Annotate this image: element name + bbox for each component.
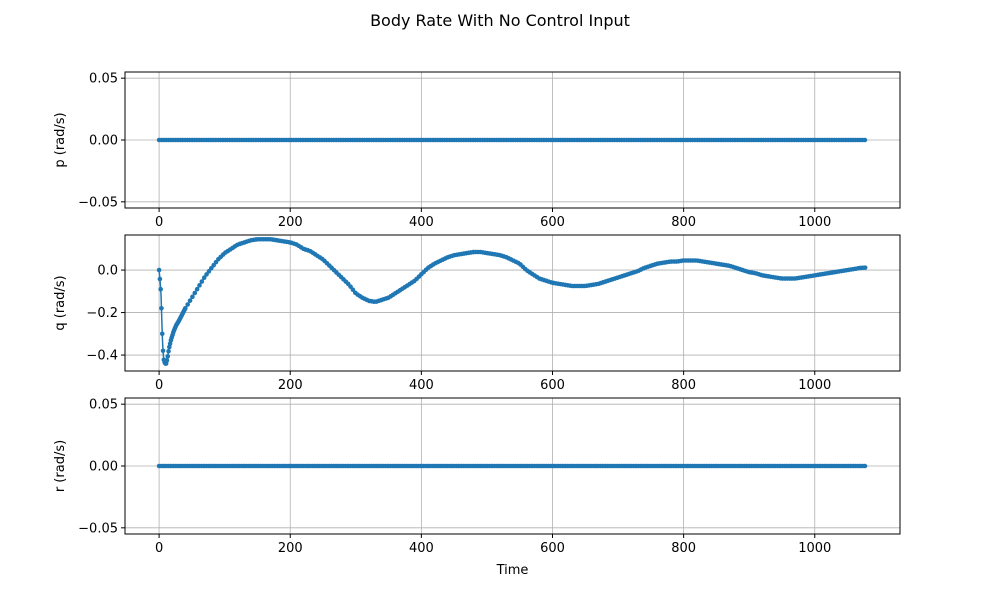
data-point <box>199 279 205 284</box>
x-tick-label: 0 <box>155 378 163 393</box>
data-point <box>862 265 868 270</box>
data-point <box>160 348 166 354</box>
figure-title: Body Rate With No Control Input <box>370 11 630 30</box>
x-tick-label: 200 <box>278 541 303 556</box>
y-tick-label: −0.2 <box>86 306 118 321</box>
y-axis-label-q: q (rad/s) <box>53 275 68 330</box>
x-tick-label: 800 <box>671 215 696 230</box>
data-point <box>156 267 162 273</box>
x-tick-label: 800 <box>671 378 696 393</box>
x-tick-label: 400 <box>409 215 434 230</box>
data-point <box>164 358 170 363</box>
y-tick-label: 0.00 <box>89 134 118 149</box>
y-tick-label: −0.05 <box>78 521 118 536</box>
data-point <box>197 283 202 288</box>
y-tick-label: −0.05 <box>78 195 118 210</box>
x-tick-label: 0 <box>155 541 163 556</box>
data-point <box>862 137 868 143</box>
x-tick-label: 600 <box>540 541 565 556</box>
x-tick-label: 200 <box>278 215 303 230</box>
y-axis-label-p: p (rad/s) <box>53 112 68 167</box>
data-point <box>201 275 207 281</box>
subplot-q: 0 200 400 600 800 1000 −0.4 −0.2 0.0 q (rad/s) <box>53 234 901 393</box>
subplot-p: 0 200 400 600 800 1000 −0.05 0.00 0.05 p (rad/s) <box>53 71 901 230</box>
x-tick-label: 200 <box>278 378 303 393</box>
data-point <box>158 286 163 292</box>
axes-frame-q <box>124 234 901 372</box>
series-line-q <box>158 238 868 365</box>
y-tick-label: 0.0 <box>97 264 118 279</box>
series-markers-q <box>156 236 868 366</box>
data-point <box>159 331 165 337</box>
data-point <box>166 348 171 354</box>
x-axis-label: Time <box>496 563 529 578</box>
x-tick-label: 0 <box>155 215 163 230</box>
x-tick-label: 400 <box>409 378 434 393</box>
data-point <box>192 290 198 296</box>
y-axis-label-r: r (rad/s) <box>53 440 68 492</box>
subplots: 0 200 400 600 800 1000−0.050.000.05p (rad/s)0… <box>53 71 901 578</box>
x-tick-label: 1000 <box>798 378 831 393</box>
data-point <box>165 354 171 359</box>
data-point <box>862 463 868 469</box>
y-tick-label: 0.05 <box>89 72 118 87</box>
data-point <box>157 276 163 282</box>
series-markers-r <box>156 463 868 469</box>
y-tick-label: −0.4 <box>86 349 118 364</box>
x-tick-label: 1000 <box>798 541 831 556</box>
data-point <box>185 302 190 307</box>
y-tick-label: 0.00 <box>89 460 118 475</box>
x-tick-label: 800 <box>671 541 696 556</box>
y-tick-label: 0.05 <box>89 398 118 413</box>
data-point <box>194 286 200 292</box>
series-markers-p <box>156 137 868 143</box>
x-tick-label: 1000 <box>798 215 831 230</box>
x-tick-label: 400 <box>409 541 434 556</box>
data-point <box>159 306 164 311</box>
x-tick-label: 600 <box>540 378 565 393</box>
data-point <box>190 294 195 300</box>
data-point <box>183 306 188 311</box>
data-point <box>187 298 193 303</box>
subplot-r: 0 200 400 600 800 1000 −0.05 0.00 0.05 r (rad/s) T… <box>53 397 901 578</box>
x-tick-label: 600 <box>540 215 565 230</box>
